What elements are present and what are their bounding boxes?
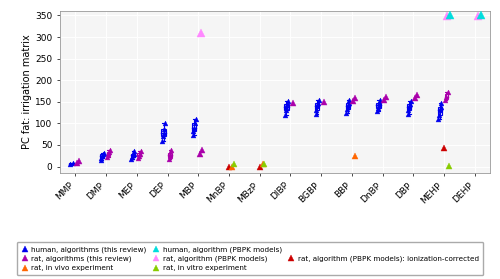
Bar <box>106 152 110 155</box>
Bar <box>407 104 412 110</box>
Bar <box>444 95 448 98</box>
Bar <box>192 123 196 131</box>
Legend: human, algorithms (this review), rat, algorithms (this review), rat, in vivo exp: human, algorithms (this review), rat, al… <box>17 242 483 275</box>
Bar <box>69 163 73 164</box>
Bar <box>130 153 135 157</box>
Bar <box>138 153 141 156</box>
Bar <box>346 103 350 109</box>
Bar <box>100 154 104 158</box>
Bar <box>376 103 380 108</box>
Y-axis label: PC fat: irrigation matrix: PC fat: irrigation matrix <box>22 35 32 150</box>
Bar <box>168 153 172 157</box>
Bar <box>284 104 288 110</box>
Bar <box>162 129 166 136</box>
Bar <box>315 103 319 110</box>
Bar <box>438 107 442 115</box>
